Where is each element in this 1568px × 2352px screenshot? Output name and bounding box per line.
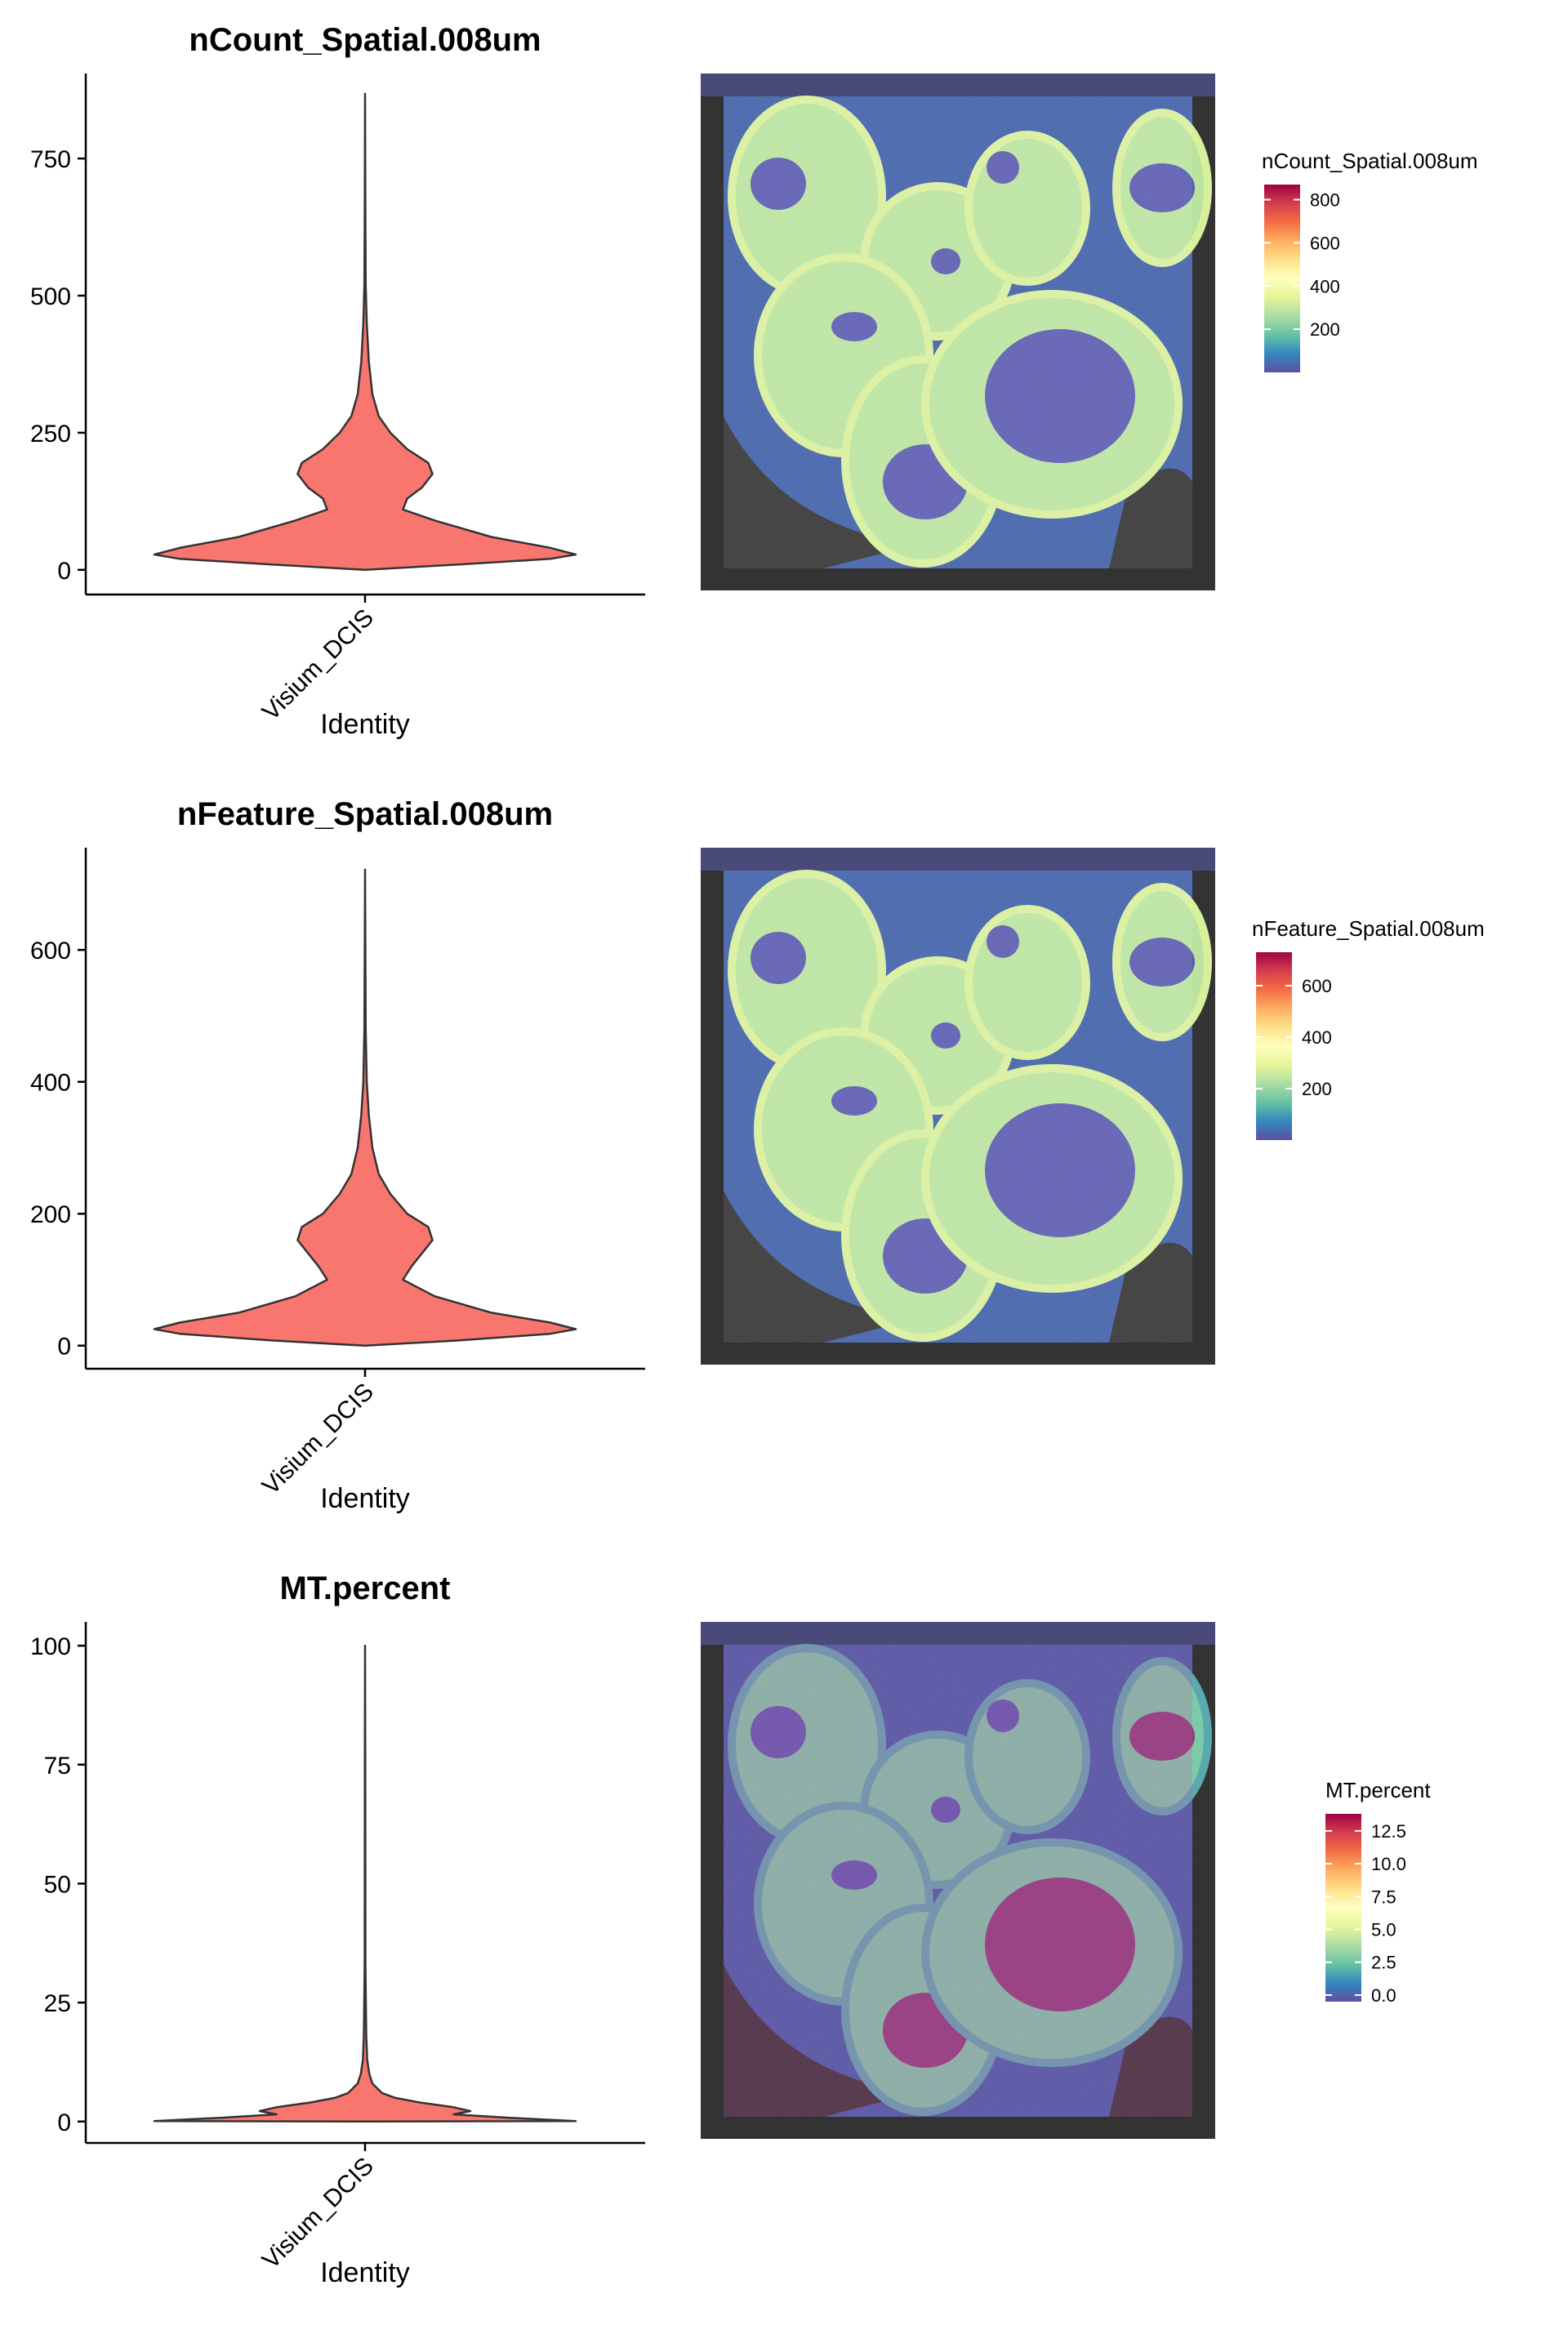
y-tick-label: 200 bbox=[30, 1201, 71, 1228]
x-axis-title: Identity bbox=[320, 709, 410, 740]
y-tick-label: 750 bbox=[30, 146, 71, 173]
legend-tick-label: 200 bbox=[1310, 319, 1340, 340]
plot-title: nCount_Spatial.008um bbox=[189, 22, 541, 58]
y-tick-label: 75 bbox=[44, 1753, 71, 1780]
legend-tick-label: 200 bbox=[1302, 1079, 1332, 1099]
image-top-margin bbox=[701, 1622, 1215, 1645]
violin-visium-dcis bbox=[153, 868, 577, 1347]
legend-tick-label: 400 bbox=[1310, 276, 1340, 296]
spatial-feature-image bbox=[701, 74, 1215, 590]
panel-row-1: nCount_Spatial.008um 0 250 500 750 Visium_DCI… bbox=[30, 22, 1478, 740]
plot-title: MT.percent bbox=[280, 1570, 451, 1606]
color-legend: nFeature_Spatial.008um 200 400 600 bbox=[1252, 916, 1485, 1140]
y-tick-label: 250 bbox=[30, 421, 71, 448]
y-tick-label: 400 bbox=[30, 1070, 71, 1097]
y-tick-label: 500 bbox=[30, 283, 71, 310]
legend-tick-label: 0.0 bbox=[1371, 1985, 1396, 2006]
y-tick-label: 25 bbox=[44, 1990, 71, 2017]
y-tick-label: 100 bbox=[30, 1633, 71, 1660]
legend-colorbar bbox=[1264, 185, 1300, 372]
legend-colorbar bbox=[1325, 1814, 1361, 2002]
spatial-feature-image bbox=[701, 1622, 1215, 2139]
legend-title: nCount_Spatial.008um bbox=[1262, 149, 1478, 173]
plot-title: nFeature_Spatial.008um bbox=[177, 796, 553, 832]
y-tick-label: 0 bbox=[57, 2109, 71, 2136]
x-tick-label: Visium_DCIS bbox=[257, 604, 379, 726]
violin-visium-dcis bbox=[153, 1644, 577, 2123]
spatial-feature-image bbox=[701, 848, 1215, 1365]
legend-tick-label: 800 bbox=[1310, 190, 1340, 211]
legend-tick-label: 5.0 bbox=[1371, 1920, 1396, 1940]
legend-tick-label: 7.5 bbox=[1371, 1886, 1396, 1907]
x-axis-title: Identity bbox=[320, 1483, 410, 1514]
legend-title: MT.percent bbox=[1325, 1778, 1431, 1802]
legend-tick-label: 400 bbox=[1302, 1027, 1332, 1048]
spot-texture bbox=[724, 96, 1192, 568]
y-tick-label: 50 bbox=[44, 1871, 71, 1898]
image-top-margin bbox=[701, 848, 1215, 871]
legend-tick-label: 2.5 bbox=[1371, 1953, 1396, 1973]
legend-tick-label: 10.0 bbox=[1371, 1854, 1406, 1874]
legend-tick-label: 12.5 bbox=[1371, 1821, 1406, 1842]
y-tick-label: 0 bbox=[57, 1334, 71, 1361]
panel-row-2: nFeature_Spatial.008um 0 200 400 600 Visium_D… bbox=[30, 796, 1485, 1514]
color-legend: nCount_Spatial.008um 200 400 600 800 bbox=[1262, 149, 1478, 372]
legend-tick-label: 600 bbox=[1310, 233, 1340, 253]
y-tick-label: 0 bbox=[57, 558, 71, 585]
x-tick-label: Visium_DCIS bbox=[257, 2153, 379, 2274]
legend-colorbar bbox=[1256, 952, 1292, 1140]
legend-tick-label: 600 bbox=[1302, 976, 1332, 996]
x-tick-label: Visium_DCIS bbox=[257, 1379, 379, 1500]
x-axis-title: Identity bbox=[320, 2257, 410, 2288]
image-top-margin bbox=[701, 74, 1215, 96]
spot-texture bbox=[724, 871, 1192, 1343]
y-tick-label: 600 bbox=[30, 938, 71, 964]
legend-title: nFeature_Spatial.008um bbox=[1252, 916, 1485, 941]
color-legend: MT.percent 0.0 2.5 5.0 7.5 10.0 12.5 bbox=[1325, 1778, 1431, 2006]
spot-texture bbox=[724, 1645, 1192, 2117]
violin-visium-dcis bbox=[153, 92, 577, 572]
